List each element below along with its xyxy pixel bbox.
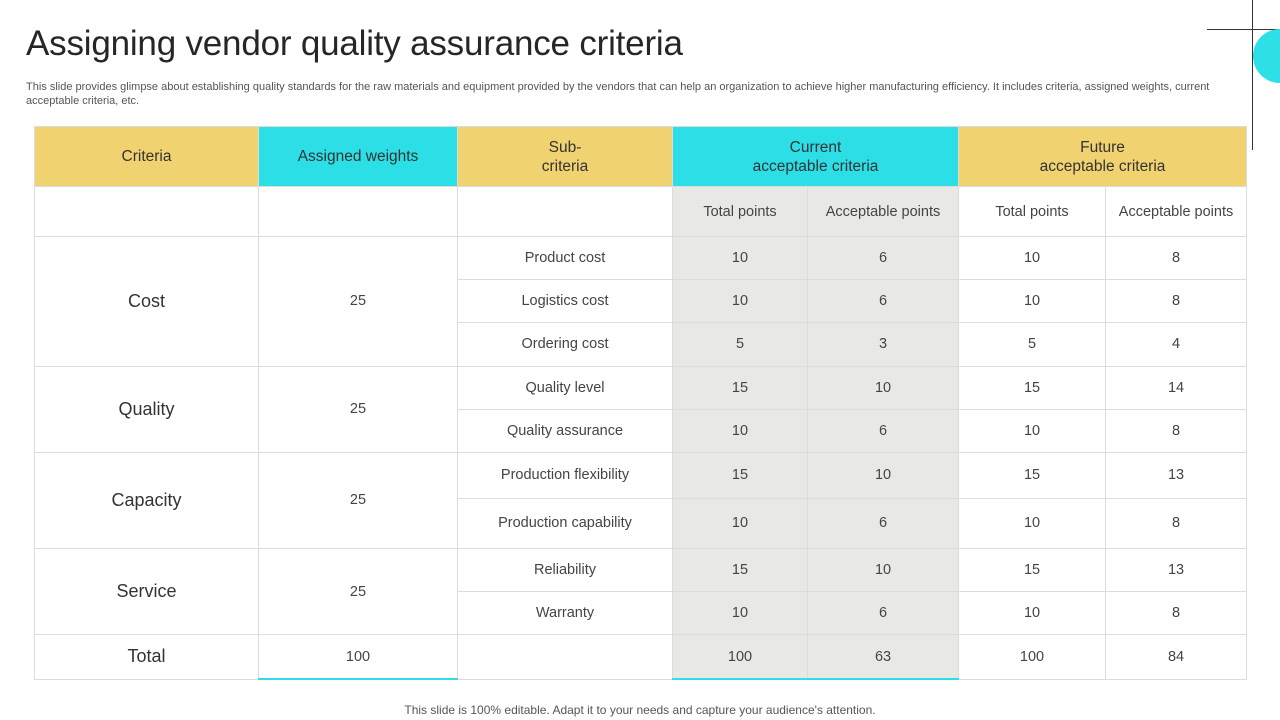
table-row: Warranty 10 6 10 8 xyxy=(35,591,1248,636)
current-total-cell: 10 xyxy=(672,591,808,636)
empty-cell xyxy=(258,185,458,238)
total-row: Total 100 100 63 100 84 xyxy=(34,634,1248,681)
future-acceptable-cell: 14 xyxy=(1105,365,1248,410)
future-total-cell: 10 xyxy=(958,279,1107,324)
subheader-row: Total points Acceptable points Total poi… xyxy=(34,185,1248,238)
header-sub-criteria-line2: criteria xyxy=(541,157,589,175)
header-criteria: Criteria xyxy=(34,126,259,187)
table-row: Service 25 Reliability 15 10 15 13 xyxy=(34,548,1248,636)
header-sub-criteria: Sub- criteria xyxy=(457,126,673,187)
future-acceptable-cell: 8 xyxy=(1105,408,1248,453)
future-total-cell: 15 xyxy=(958,451,1107,499)
weight-cell-cost: 25 xyxy=(258,236,458,367)
header-current-line2: acceptable criteria xyxy=(752,157,879,175)
total-current-acceptable: 63 xyxy=(806,634,960,681)
table-row: Quality assurance 10 6 10 8 xyxy=(35,408,1248,453)
criteria-cell-capacity: Capacity xyxy=(34,451,259,550)
total-weight: 100 xyxy=(258,634,458,681)
future-total-cell: 10 xyxy=(958,236,1107,281)
table-row: Quality 25 Quality level 15 10 15 14 xyxy=(34,365,1248,453)
header-current-acceptable-criteria: Current acceptable criteria xyxy=(671,126,960,187)
subheader-future-acceptable-points: Acceptable points xyxy=(1105,185,1248,238)
criteria-cell-cost: Cost xyxy=(34,236,259,367)
future-total-cell: 15 xyxy=(958,365,1107,410)
future-total-cell: 10 xyxy=(958,591,1107,636)
criteria-cell-quality: Quality xyxy=(34,365,259,453)
page-title: Assigning vendor quality assurance crite… xyxy=(26,24,683,63)
sub-criteria-cell: Production flexibility xyxy=(457,451,673,499)
current-total-cell: 15 xyxy=(672,548,808,593)
sub-criteria-cell: Ordering cost xyxy=(457,322,673,367)
footer-note: This slide is 100% editable. Adapt it to… xyxy=(404,703,876,717)
empty-cell xyxy=(457,634,673,680)
current-total-cell: 10 xyxy=(672,497,808,550)
current-acceptable-cell: 10 xyxy=(806,365,960,410)
sub-criteria-cell: Logistics cost xyxy=(457,279,673,324)
total-future-total: 100 xyxy=(958,634,1107,680)
table-row: Production capability 10 6 10 8 xyxy=(35,497,1248,550)
weight-cell-service: 25 xyxy=(258,548,458,636)
criteria-cell-service: Service xyxy=(34,548,259,636)
header-future-line1: Future xyxy=(1080,138,1125,156)
future-acceptable-cell: 4 xyxy=(1105,322,1248,367)
sub-criteria-cell: Production capability xyxy=(457,497,673,550)
current-total-cell: 10 xyxy=(672,279,808,324)
future-acceptable-cell: 13 xyxy=(1105,451,1248,499)
sub-criteria-cell: Reliability xyxy=(457,548,673,593)
vendor-criteria-table: Criteria Assigned weights Sub- criteria … xyxy=(34,126,1248,681)
current-acceptable-cell: 10 xyxy=(806,548,960,593)
current-total-cell: 10 xyxy=(672,408,808,453)
subheader-future-total-points: Total points xyxy=(958,185,1107,238)
current-total-cell: 5 xyxy=(672,322,808,367)
header-current-line1: Current xyxy=(789,138,842,156)
current-acceptable-cell: 3 xyxy=(806,322,960,367)
current-acceptable-cell: 6 xyxy=(806,279,960,324)
decorative-vertical-line xyxy=(1252,0,1253,150)
decorative-horizontal-line xyxy=(1207,29,1280,30)
future-acceptable-cell: 8 xyxy=(1105,497,1248,550)
header-row: Criteria Assigned weights Sub- criteria … xyxy=(34,126,1248,187)
sub-criteria-cell: Quality level xyxy=(457,365,673,410)
current-acceptable-cell: 10 xyxy=(806,451,960,499)
subheader-current-total-points: Total points xyxy=(672,185,808,238)
future-total-cell: 15 xyxy=(958,548,1107,593)
page-subtitle: This slide provides glimpse about establ… xyxy=(26,81,1210,107)
weight-cell-capacity: 25 xyxy=(258,451,458,550)
table-row: Capacity 25 Production flexibility 15 10… xyxy=(34,451,1248,550)
future-acceptable-cell: 8 xyxy=(1105,236,1248,281)
table-row: Cost 25 Product cost 10 6 10 8 xyxy=(34,236,1248,367)
future-acceptable-cell: 13 xyxy=(1105,548,1248,593)
sub-criteria-cell: Product cost xyxy=(457,236,673,281)
future-acceptable-cell: 8 xyxy=(1105,279,1248,324)
subheader-current-acceptable-points: Acceptable points xyxy=(806,185,960,238)
future-total-cell: 10 xyxy=(958,408,1107,453)
current-acceptable-cell: 6 xyxy=(806,591,960,636)
table-row: Ordering cost 5 3 5 4 xyxy=(35,322,1248,367)
current-total-cell: 10 xyxy=(672,236,808,281)
total-future-acceptable: 84 xyxy=(1105,634,1248,680)
empty-cell xyxy=(457,185,673,238)
future-total-cell: 10 xyxy=(958,497,1107,550)
header-future-line2: acceptable criteria xyxy=(1039,157,1166,175)
table-row: Logistics cost 10 6 10 8 xyxy=(35,279,1248,324)
sub-criteria-cell: Quality assurance xyxy=(457,408,673,453)
current-acceptable-cell: 6 xyxy=(806,236,960,281)
future-total-cell: 5 xyxy=(958,322,1107,367)
empty-cell xyxy=(34,185,259,238)
current-acceptable-cell: 6 xyxy=(806,408,960,453)
header-sub-criteria-line1: Sub- xyxy=(548,138,582,156)
weight-cell-quality: 25 xyxy=(258,365,458,453)
decorative-circle xyxy=(1253,29,1280,83)
sub-criteria-cell: Warranty xyxy=(457,591,673,636)
total-current-total: 100 xyxy=(672,634,808,681)
header-assigned-weights: Assigned weights xyxy=(258,126,458,187)
current-acceptable-cell: 6 xyxy=(806,497,960,550)
total-label: Total xyxy=(34,634,259,680)
header-future-acceptable-criteria: Future acceptable criteria xyxy=(958,126,1248,187)
future-acceptable-cell: 8 xyxy=(1105,591,1248,636)
current-total-cell: 15 xyxy=(672,451,808,499)
current-total-cell: 15 xyxy=(672,365,808,410)
